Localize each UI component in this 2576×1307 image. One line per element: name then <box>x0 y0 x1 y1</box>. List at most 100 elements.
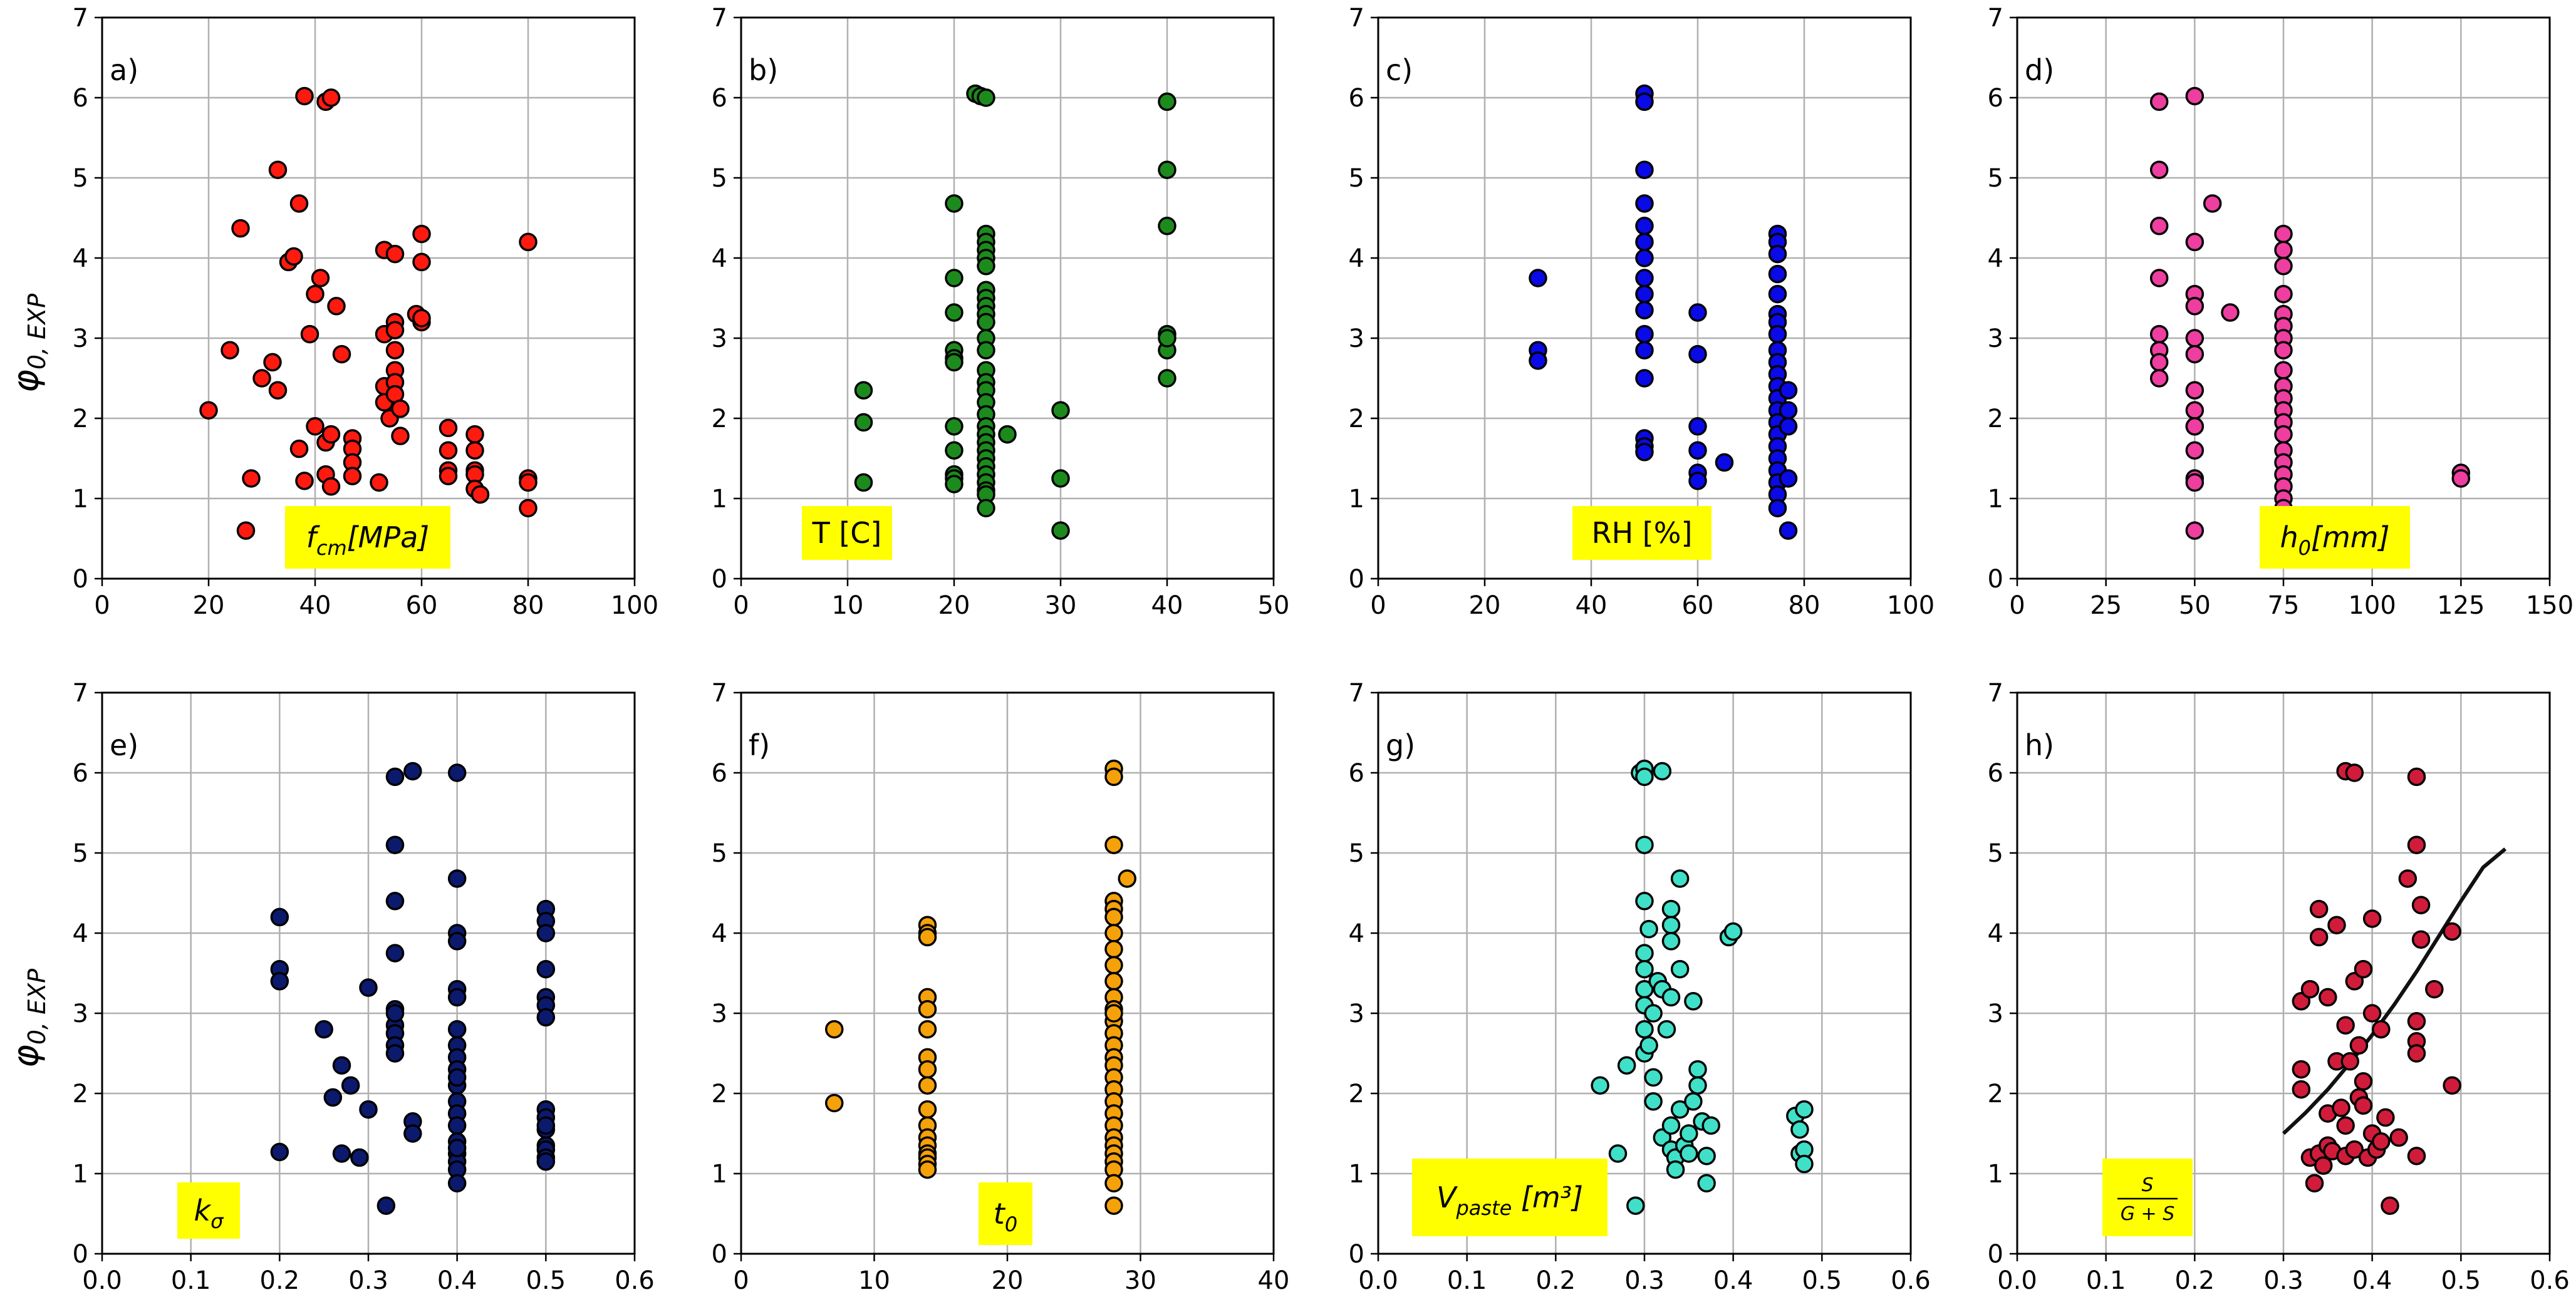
xlabel-main: V <box>1436 1180 1458 1214</box>
data-point <box>1795 1100 1814 1119</box>
data-point <box>1653 762 1672 781</box>
data-point <box>1790 1120 1809 1139</box>
x-tick-label: 20 <box>1469 591 1501 620</box>
data-point <box>2305 1174 2324 1193</box>
data-point <box>945 475 963 493</box>
x-tick-label: 10 <box>858 1266 890 1295</box>
data-point <box>2354 1072 2373 1091</box>
data-point <box>199 401 218 420</box>
y-tick-label: 5 <box>1349 164 1364 193</box>
data-point <box>536 959 556 979</box>
data-point <box>854 381 873 400</box>
x-tick-label: 0.2 <box>260 1266 300 1295</box>
data-point <box>385 321 405 339</box>
xlabel-box <box>802 506 892 560</box>
axes-frame <box>101 691 636 1255</box>
data-point <box>385 1044 405 1063</box>
x-tick-label: 25 <box>2090 591 2122 620</box>
y-tick-label: 0 <box>73 1240 88 1269</box>
data-point <box>332 344 351 364</box>
x-tick-label: 0 <box>1370 591 1386 620</box>
data-point <box>300 324 319 344</box>
xlabel-main: RH [%] <box>1592 516 1693 550</box>
data-point <box>519 473 538 492</box>
xlabel-numerator: S <box>2141 1174 2153 1196</box>
x-tick-label: 80 <box>512 591 544 620</box>
x-tick-label: 75 <box>2268 591 2300 620</box>
xlabel-main: T [C] <box>812 516 882 550</box>
data-point <box>1666 1160 1685 1179</box>
data-point <box>359 978 378 997</box>
y-tick-label: 0 <box>73 565 88 594</box>
y-tick-label: 4 <box>1988 919 2003 948</box>
y-axis-label: φ0, EXP <box>6 969 51 1068</box>
xlabel-subscript: σ <box>210 1209 224 1233</box>
data-point <box>918 1100 937 1119</box>
data-point <box>306 284 325 304</box>
data-point <box>977 313 995 332</box>
data-point <box>2274 361 2293 380</box>
data-point <box>2443 922 2461 941</box>
y-axis-label: φ0, EXP <box>6 294 51 393</box>
data-point <box>359 1100 378 1119</box>
x-tick-label: 20 <box>992 1266 1024 1295</box>
data-point <box>854 413 873 432</box>
data-point <box>825 1093 844 1113</box>
xlabel-tail: [mm] <box>2311 520 2390 554</box>
x-tick-label: 0.5 <box>1802 1266 1842 1295</box>
data-point <box>1635 301 1654 319</box>
y-tick-label: 2 <box>1349 405 1364 433</box>
y-tick-label: 7 <box>73 679 88 708</box>
data-point <box>447 1020 467 1039</box>
y-tick-label: 4 <box>1988 244 2003 273</box>
data-point <box>1697 1147 1716 1165</box>
data-point <box>321 425 341 444</box>
data-point <box>2381 1196 2399 1215</box>
data-point <box>1670 1100 1690 1119</box>
data-point <box>2407 835 2426 854</box>
data-point <box>2149 269 2169 287</box>
data-point <box>439 418 458 438</box>
data-point <box>447 763 467 782</box>
data-point <box>284 247 303 266</box>
y-tick-label: 5 <box>1988 164 2003 193</box>
data-point <box>1768 264 1787 284</box>
chart-panel-h: 0.0 0.1 0.2 0.3 0.4 0.5 0.6 0 1 2 3 4 5 6 7 h) S G + S <box>1988 679 2570 1295</box>
data-point <box>1701 1116 1720 1135</box>
x-tick-label: 0.5 <box>526 1266 566 1295</box>
data-point <box>2362 1004 2382 1023</box>
data-point <box>1529 269 1547 287</box>
data-point <box>1639 919 1658 939</box>
data-point <box>2149 217 2169 235</box>
data-point <box>825 1020 844 1039</box>
data-point <box>1104 1004 1123 1023</box>
data-point <box>1158 160 1176 179</box>
axes-frame <box>2016 691 2551 1255</box>
data-point <box>268 381 288 400</box>
xlabel-text: kσ <box>194 1194 225 1233</box>
data-point <box>2185 344 2205 364</box>
data-point <box>385 1004 405 1023</box>
data-point <box>2425 979 2444 999</box>
x-tick-label: 0 <box>94 591 110 620</box>
xlabel-text: t0 <box>994 1197 1017 1236</box>
data-point <box>2203 194 2222 213</box>
data-point <box>1158 329 1176 348</box>
data-point <box>1688 303 1707 322</box>
data-point <box>854 473 873 492</box>
x-tick-label: 0.1 <box>2086 1266 2126 1295</box>
data-point <box>252 369 271 388</box>
data-point <box>2407 1147 2426 1165</box>
data-point <box>536 1008 556 1027</box>
data-point <box>2185 329 2205 348</box>
data-point <box>2221 303 2240 322</box>
panel-label: g) <box>1386 728 1415 762</box>
data-point <box>1670 869 1690 888</box>
xlabel-subscript: 0 <box>1005 1212 1017 1236</box>
x-tick-label: 0.6 <box>1891 1266 1931 1295</box>
x-tick-label: 100 <box>611 591 658 620</box>
data-point <box>945 441 963 460</box>
xlabel-tail: [MPa] <box>347 520 430 554</box>
